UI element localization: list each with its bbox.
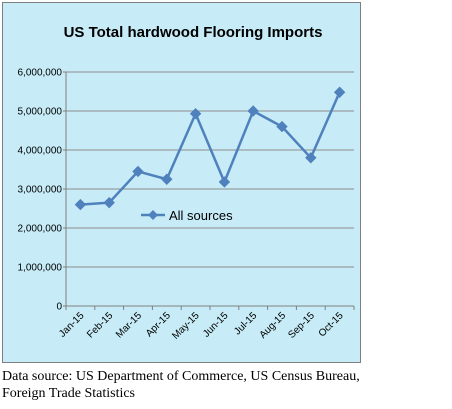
x-tick-label: Oct-15: [317, 310, 346, 339]
y-tick-label: 4,000,000: [18, 146, 63, 157]
series-line-all-sources: [80, 91, 341, 206]
chart-title: US Total hardwood Flooring Imports: [64, 24, 323, 41]
legend-label: All sources: [169, 208, 233, 223]
data-point: [218, 176, 231, 188]
y-tick-label: 1,000,000: [18, 263, 63, 274]
data-point: [103, 196, 115, 209]
x-tick-label: Apr-15: [144, 310, 173, 339]
legend-marker: [148, 210, 158, 220]
x-tick-label: May-15: [170, 310, 202, 342]
data-point: [132, 165, 144, 178]
x-tick-label: Aug-15: [258, 310, 289, 341]
y-axis-tick-labels: 0 1,000,000 2,000,000 3,000,000 4,000,000 5,0…: [18, 68, 63, 313]
caption-line-1: Data source: US Department of Commerce, …: [2, 369, 360, 384]
line-chart: US Total hardwood Flooring Imports 0 1,00…: [18, 24, 355, 342]
data-point: [189, 108, 202, 120]
x-tick-label: Jan-15: [57, 310, 87, 340]
x-tick-label: Feb-15: [85, 310, 115, 340]
data-point: [276, 120, 288, 133]
series-layer: [74, 86, 346, 211]
data-point: [247, 105, 259, 117]
x-tick-label: Jul-15: [232, 310, 259, 337]
legend: All sources: [141, 208, 233, 223]
x-tick-label: Jun-15: [201, 310, 231, 340]
data-source-caption: Data source: US Department of Commerce, …: [2, 368, 450, 402]
y-tick-label: 5,000,000: [18, 107, 63, 118]
data-point: [161, 173, 173, 185]
x-tick-label: Sep-15: [286, 310, 317, 341]
data-point: [74, 198, 87, 211]
chart-area: US Total hardwood Flooring Imports 0 1,00…: [2, 2, 361, 363]
x-tick-label: Mar-15: [114, 310, 144, 340]
y-tick-label: 2,000,000: [18, 224, 63, 235]
data-point: [333, 86, 346, 98]
axes: [63, 71, 355, 310]
y-tick-label: 0: [56, 302, 62, 313]
caption-line-2: Foreign Trade Statistics: [2, 386, 136, 401]
y-tick-label: 6,000,000: [18, 68, 63, 79]
data-point: [305, 152, 317, 164]
y-tick-label: 3,000,000: [18, 185, 63, 196]
gridlines: [66, 71, 354, 268]
